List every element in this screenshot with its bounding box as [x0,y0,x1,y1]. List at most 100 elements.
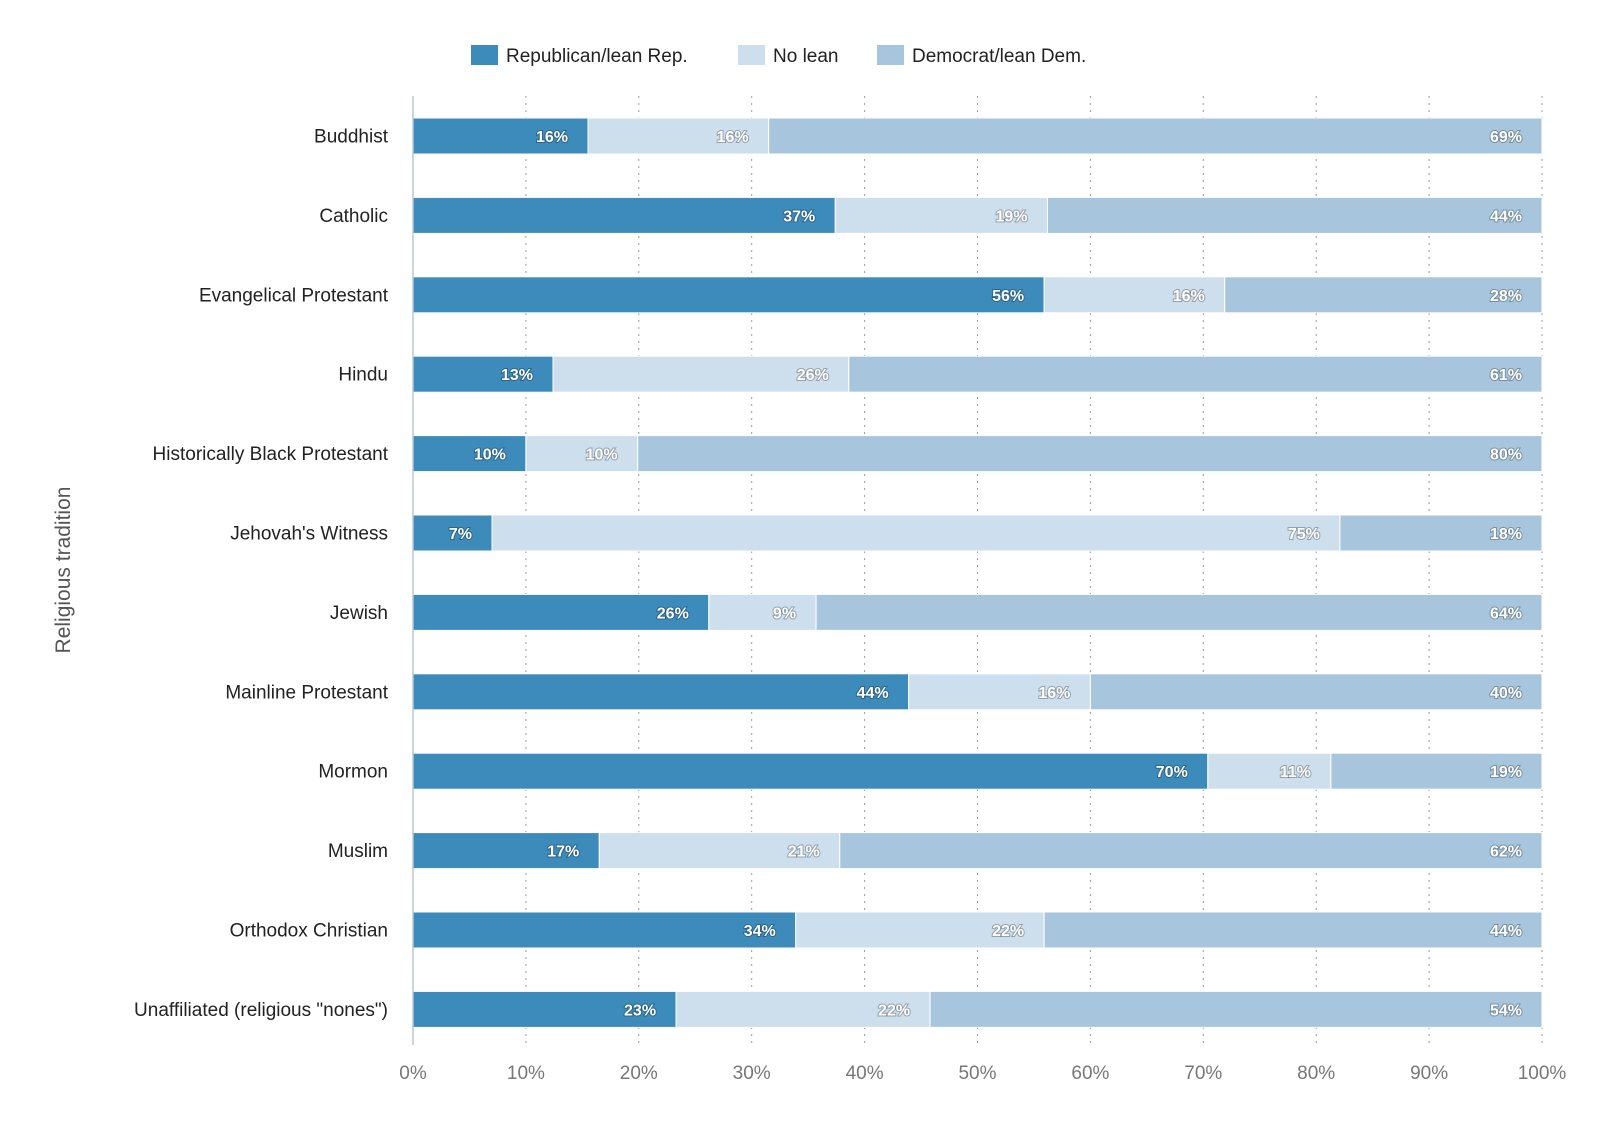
bar-value-label: 19% [1490,764,1522,781]
bar-value-label: 21% [788,844,820,861]
bar-value-label: 44% [1490,208,1522,225]
legend-swatch [471,45,498,65]
bar-value-label: 11% [1280,764,1311,781]
x-axis-ticks: 0% 10% 20% 30% 40% 50% 60% 70% 80% 90% 100% [399,1063,1566,1084]
bar-value-label: 62% [1490,844,1522,861]
legend-label: Republican/lean Rep. [506,46,688,67]
bar-value-label: 54% [1490,1002,1522,1019]
bar-segment [491,514,1341,552]
bar-value-label: 37% [783,208,815,225]
x-tick-label: 100% [1518,1063,1567,1084]
bar-value-label: 13% [501,367,533,384]
legend-swatch [738,45,765,65]
bar-segment [598,832,841,870]
bar-segment [412,911,797,949]
category-label: Unaffiliated (religious "nones") [134,1000,388,1021]
legend-swatch [877,45,904,65]
category-label: Historically Black Protestant [153,444,389,465]
legend-label: No lean [773,46,839,67]
bar-value-label: 22% [992,923,1024,940]
bar-segment [1043,276,1226,314]
x-tick-label: 0% [399,1063,427,1084]
bar-segment [1224,276,1543,314]
bar-segment [708,593,817,631]
bar-value-label: 34% [744,923,776,940]
bar-value-label: 16% [536,129,568,146]
category-labels: Buddhist Catholic Evangelical Protestant Hi… [134,127,389,1021]
bar-segment [908,673,1091,711]
bar-value-label: 22% [878,1002,910,1019]
bar-segment [525,435,639,473]
x-tick-label: 40% [846,1063,884,1084]
bar-segment [412,832,600,870]
bar-segment [1089,673,1543,711]
bar-segment [412,196,836,234]
bar-value-label: 7% [449,526,472,543]
bar-segment [675,990,931,1028]
x-tick-label: 90% [1410,1063,1448,1084]
category-label: Evangelical Protestant [199,285,389,306]
bar-segment [795,911,1045,949]
bar-value-label: 61% [1490,367,1522,384]
bar-segment [1207,752,1332,790]
bar-segment [839,832,1543,870]
category-label: Catholic [319,206,388,227]
category-label: Mainline Protestant [225,682,388,703]
bar-value-label: 80% [1490,447,1522,464]
bar-value-label: 23% [624,1002,656,1019]
bar-value-label: 16% [1173,288,1205,305]
bar-segment [552,355,850,393]
bar-segment [815,593,1543,631]
bar-segment [412,673,910,711]
gridlines [525,96,1543,1045]
bar-segment [768,117,1543,155]
legend: Republican/lean Rep. No lean Democrat/lean… [471,45,1086,67]
bar-segment [848,355,1543,393]
bar-value-label: 18% [1490,526,1522,543]
bar-segment [412,593,710,631]
x-tick-label: 70% [1184,1063,1222,1084]
bar-value-label: 16% [717,129,749,146]
bar-value-label: 26% [797,367,829,384]
bar-value-label: 26% [657,605,689,622]
bar-value-label: 64% [1490,605,1522,622]
bar-segment [1043,911,1543,949]
bar-value-label: 40% [1490,685,1522,702]
x-tick-label: 50% [958,1063,996,1084]
bar-segment [412,752,1209,790]
bar-value-label: 28% [1490,288,1522,305]
legend-label: Democrat/lean Dem. [912,46,1086,67]
category-label: Mormon [318,762,388,783]
bar-segment [412,435,527,473]
bar-value-label: 19% [995,208,1027,225]
bar-segment [929,990,1543,1028]
bar-segment [637,435,1543,473]
bar-value-label: 70% [1156,764,1188,781]
bar-segment [412,276,1045,314]
bar-value-label: 44% [857,685,889,702]
bar-value-label: 69% [1490,129,1522,146]
x-tick-label: 10% [507,1063,545,1084]
category-label: Hindu [338,365,388,386]
bar-value-label: 9% [773,605,796,622]
category-label: Jewish [330,603,388,624]
x-tick-label: 30% [733,1063,771,1084]
bar-segment [1046,196,1543,234]
x-tick-label: 20% [620,1063,658,1084]
bar-value-label: 10% [474,447,506,464]
category-label: Jehovah's Witness [230,524,388,545]
category-label: Orthodox Christian [230,921,388,942]
bar-segment [1330,752,1543,790]
bar-value-label: 44% [1490,923,1522,940]
bar-value-label: 10% [586,447,618,464]
bar-segment [412,117,589,155]
bars: 16% 16% 69% 37% 19% 44% 56% 16% 28% 13% 26% 61% 10% 1… [412,117,1543,1028]
bar-segment [834,196,1048,234]
category-label: Muslim [328,841,388,862]
x-tick-label: 60% [1071,1063,1109,1084]
x-tick-label: 80% [1297,1063,1335,1084]
bar-segment [412,514,493,552]
bar-value-label: 16% [1038,685,1070,702]
bar-value-label: 56% [992,288,1024,305]
